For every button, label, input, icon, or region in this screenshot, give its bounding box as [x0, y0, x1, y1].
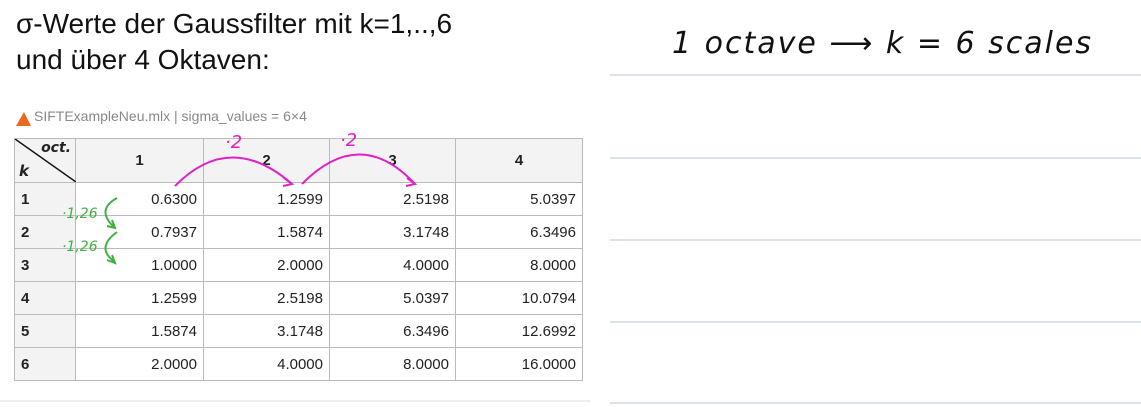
- handwritten-note: 1 octave ⟶ k = 6 scales: [672, 26, 1094, 61]
- cell: 2.0000: [203, 248, 330, 282]
- column-header: 2: [203, 138, 330, 183]
- corner-top: oct.: [41, 140, 71, 156]
- octave-factor: ·2: [340, 130, 358, 151]
- cell: 8.0000: [455, 248, 583, 282]
- column-header: 4: [455, 138, 583, 183]
- cell: 8.0000: [329, 347, 456, 381]
- cell: 1.2599: [75, 281, 204, 315]
- row-header: 2: [14, 215, 76, 249]
- cell: 1.5874: [203, 215, 330, 249]
- table-row: 5 1.5874 3.1748 6.3496 12.6992: [14, 314, 583, 348]
- row-header: 1: [14, 182, 76, 216]
- corner-bottom: k: [19, 162, 29, 180]
- cell: 5.0397: [455, 182, 583, 216]
- cell: 2.5198: [329, 182, 456, 216]
- cell: 0.7937: [75, 215, 204, 249]
- octave-factor: ·2: [225, 132, 243, 153]
- cell: 16.0000: [455, 347, 583, 381]
- table-row: 6 2.0000 4.0000 8.0000 16.0000: [14, 347, 583, 381]
- scale-factor: ·1,26: [62, 206, 98, 222]
- cell: 6.3496: [455, 215, 583, 249]
- cell: 12.6992: [455, 314, 583, 348]
- table-row: 3 1.0000 2.0000 4.0000 8.0000: [14, 248, 583, 282]
- corner-cell: oct. k: [14, 138, 76, 183]
- column-header: 3: [329, 138, 456, 183]
- title-line: und über 4 Oktaven:: [16, 44, 270, 75]
- scale-factor: ·1,26: [62, 239, 98, 255]
- table-row: 2 0.7937 1.5874 3.1748 6.3496: [14, 215, 583, 249]
- cell: 10.0794: [455, 281, 583, 315]
- row-header: 6: [14, 347, 76, 381]
- title-line: σ-Werte der Gaussfilter mit k=1,..,6: [16, 8, 453, 39]
- row-header: 3: [14, 248, 76, 282]
- table-row: 4 1.2599 2.5198 5.0397 10.0794: [14, 281, 583, 315]
- cell: 2.0000: [75, 347, 204, 381]
- cell: 4.0000: [203, 347, 330, 381]
- cell: 4.0000: [329, 248, 456, 282]
- cell: 6.3496: [329, 314, 456, 348]
- row-header: 5: [14, 314, 76, 348]
- window-title: SIFTExampleNeu.mlx | sigma_values = 6×4: [34, 108, 307, 124]
- cell: 3.1748: [329, 215, 456, 249]
- cell: 1.0000: [75, 248, 204, 282]
